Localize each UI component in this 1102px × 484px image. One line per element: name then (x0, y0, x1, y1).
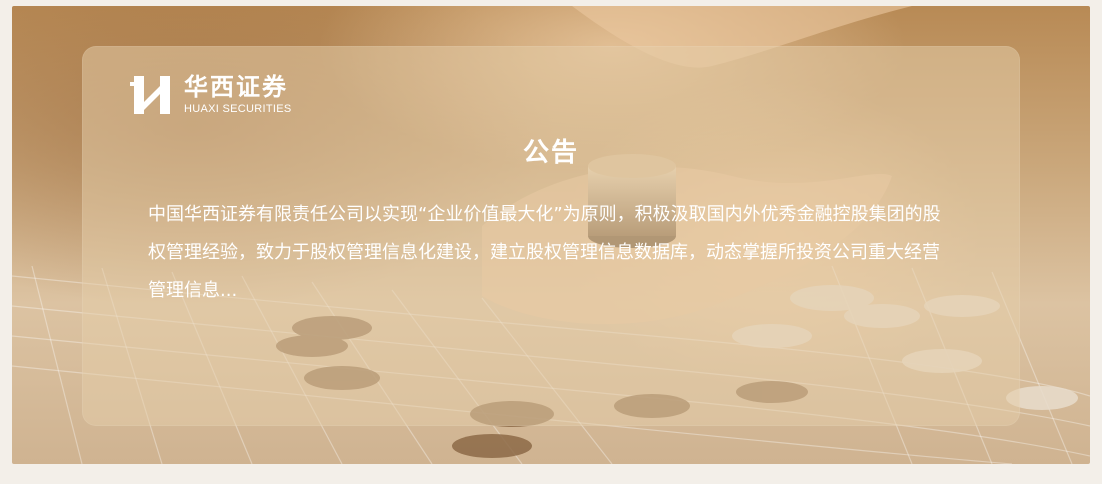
brand-name-en: HUAXI SECURITIES (184, 103, 292, 115)
huaxi-logo-icon (130, 76, 170, 114)
brand-name-cn: 华西证券 (184, 72, 288, 101)
notice-body: 中国华西证券有限责任公司以实现“企业价值最大化”为原则，积极汲取国内外优秀金融控… (148, 204, 941, 301)
notice-banner: 华西证券 HUAXI SECURITIES 公告 中国华西证券有限责任公司以实现… (12, 6, 1090, 464)
notice-title: 公告 (522, 138, 579, 168)
notice-card: 华西证券 HUAXI SECURITIES 公告 中国华西证券有限责任公司以实现… (82, 46, 1020, 426)
brand-logo: 华西证券 HUAXI SECURITIES (130, 72, 291, 118)
